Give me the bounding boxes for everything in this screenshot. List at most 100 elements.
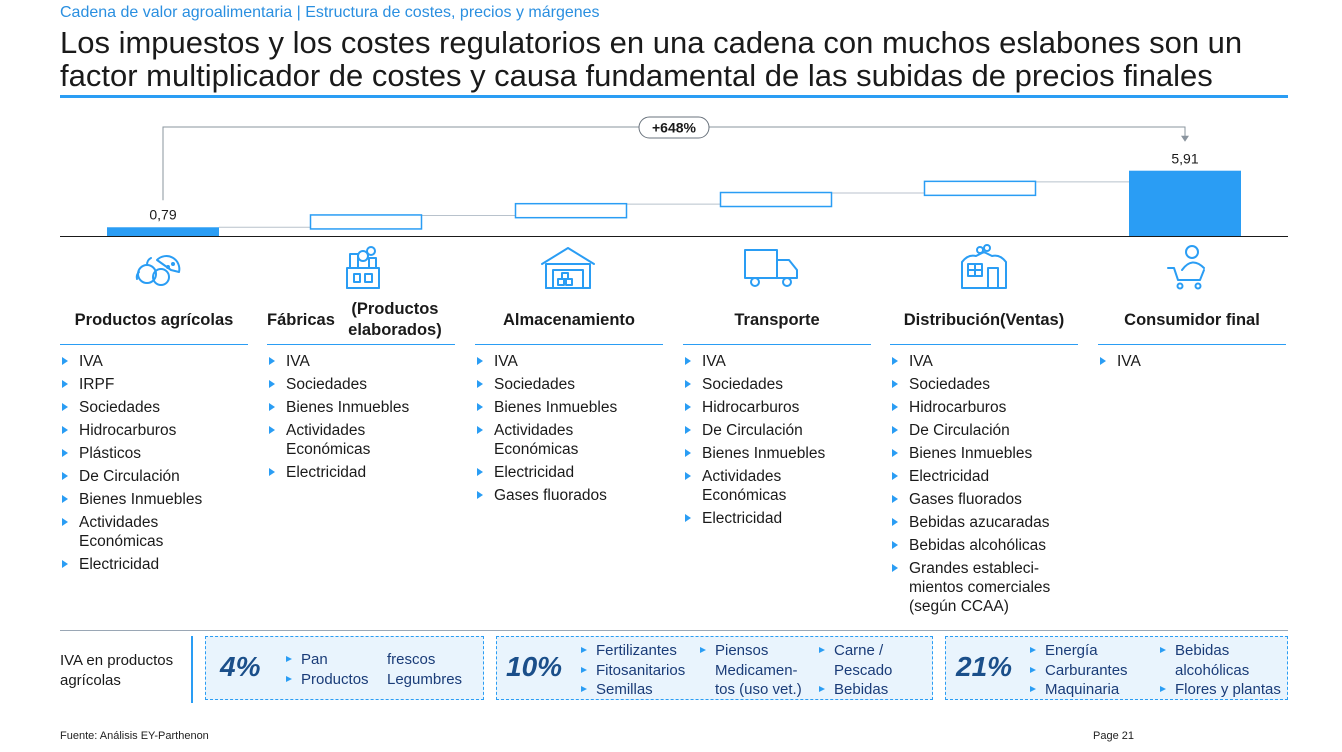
- stage-title-line: Productos agrícolas: [74, 310, 234, 329]
- tax-item: Sociedades: [267, 375, 437, 394]
- bar-step: [514, 202, 628, 219]
- iva-product-item: Pescado: [834, 661, 893, 679]
- iva-product-item: Bebidas: [817, 680, 892, 700]
- growth-bracket-arrow: [1181, 135, 1189, 142]
- tax-item: IVA: [475, 352, 645, 371]
- iva-product-item: Medicamen-: [715, 661, 798, 679]
- tax-item: Electricidad: [683, 509, 853, 528]
- tax-item: Electricidad: [475, 463, 645, 482]
- stage-title-line: (Productos elaborados): [348, 300, 442, 339]
- iva-product-item: Maquinaria: [1028, 680, 1128, 700]
- tax-item: Actividades Económicas: [475, 421, 645, 459]
- tax-item: IRPF: [60, 375, 230, 394]
- section-kicker: Cadena de valor agroalimentaria | Estruc…: [60, 4, 600, 21]
- tax-item: Sociedades: [890, 375, 1065, 394]
- tax-item: Gases fluorados: [890, 490, 1065, 509]
- tax-item: Bienes Inmuebles: [267, 398, 437, 417]
- iva-product-item: Piensos: [698, 641, 802, 661]
- tax-item: De Circulación: [60, 467, 230, 486]
- tax-item: Bienes Inmuebles: [60, 490, 230, 509]
- iva-band-divider: [60, 630, 1288, 631]
- iva-product-list: Bebidas alcohólicas Flores y plantas: [1158, 641, 1281, 700]
- growth-label: +648%: [652, 120, 697, 136]
- iva-product-item: Semillas: [579, 680, 685, 700]
- iva-product-item: Flores y plantas: [1158, 680, 1281, 700]
- tax-list: IVA Sociedades Hidrocarburos De Circulación…: [683, 352, 853, 532]
- iva-product-list: frescos Legumbres: [387, 650, 462, 689]
- iva-group-4pct: 4% Pan Productos frescos Legumbres: [205, 636, 484, 700]
- iva-product-item: Pan: [284, 650, 369, 670]
- tax-item: Bienes Inmuebles: [683, 444, 853, 463]
- tax-list: IVA Sociedades Bienes Inmuebles Actividades…: [475, 352, 645, 509]
- iva-product-item: tos (uso vet.): [715, 681, 802, 698]
- stage-title-line: Transporte: [734, 310, 820, 329]
- tax-item: Electricidad: [60, 555, 230, 574]
- iva-product-item: Bebidas: [1158, 641, 1281, 661]
- tax-item: Actividades Económicas: [683, 467, 853, 505]
- tax-item: Gases fluorados: [475, 486, 645, 505]
- shopping-cart-person-icon: [1160, 242, 1220, 292]
- tax-item: Plásticos: [60, 444, 230, 463]
- iva-product-item: Fitosanitarios: [579, 661, 685, 681]
- bar-end: [1129, 170, 1241, 236]
- iva-group-21pct: 21% Energía Carburantes Maquinaria Bebidas al…: [945, 636, 1288, 700]
- iva-product-item: Carne /: [817, 641, 892, 661]
- tax-item: Bienes Inmuebles: [475, 398, 645, 417]
- stage-title-line: Distribución: [903, 310, 1001, 329]
- bar-start: [107, 227, 219, 236]
- tax-item: IVA: [1098, 352, 1268, 371]
- tax-item: Sociedades: [683, 375, 853, 394]
- stage-title-line: Almacenamiento: [502, 310, 636, 329]
- iva-product-item: frescos: [387, 651, 436, 668]
- tax-item: Sociedades: [60, 398, 230, 417]
- iva-product-list: Fertilizantes Fitosanitarios Semillas: [579, 641, 685, 700]
- bar-step: [719, 191, 833, 208]
- bar-step: [923, 180, 1037, 197]
- tax-item: De Circulación: [890, 421, 1065, 440]
- tax-item: Actividades Económicas: [60, 513, 230, 551]
- tax-item: IVA: [683, 352, 853, 371]
- tax-item: IVA: [60, 352, 230, 371]
- tax-item: Sociedades: [475, 375, 645, 394]
- tax-item: Bebidas azucaradas: [890, 513, 1065, 532]
- tax-list: IVA: [1098, 352, 1268, 375]
- source-note: Fuente: Análisis EY-Parthenon: [60, 730, 209, 742]
- tax-item: IVA: [890, 352, 1065, 371]
- tax-item: Bienes Inmuebles: [890, 444, 1065, 463]
- bar-step: [309, 214, 423, 230]
- stage-title: Transporte: [683, 296, 871, 345]
- factory-products-icon: [333, 242, 393, 292]
- iva-row-label: IVA en productos agrícolas: [60, 652, 174, 689]
- store-icon: [954, 242, 1014, 292]
- stage-title: Almacenamiento: [475, 296, 663, 345]
- iva-label-divider: [191, 636, 193, 703]
- iva-product-item: alcohólicas: [1175, 661, 1250, 679]
- tax-item: Electricidad: [267, 463, 437, 482]
- page-number: Page 21: [1093, 730, 1134, 742]
- iva-product-item: Legumbres: [387, 670, 463, 688]
- stage-title-line: Fábricas: [267, 310, 335, 329]
- iva-product-list: Pan Productos: [284, 650, 369, 689]
- tax-list: IVA IRPF Sociedades Hidrocarburos Plásticos D…: [60, 352, 230, 578]
- stage-title: Distribución (Ventas): [890, 296, 1078, 345]
- stage-title: Fábricas (Productos elaborados): [267, 296, 455, 345]
- title-divider: [60, 95, 1288, 98]
- waterfall-chart: 0,79 5,91 +648%: [60, 116, 1288, 237]
- start-value-label: 0,79: [149, 206, 176, 222]
- tax-item: Hidrocarburos: [60, 421, 230, 440]
- tax-item: IVA: [267, 352, 437, 371]
- growth-bubble: [638, 116, 710, 139]
- tax-list: IVA Sociedades Hidrocarburos De Circulación…: [890, 352, 1065, 620]
- end-value-label: 5,91: [1171, 151, 1198, 167]
- page-title: Los impuestos y los costes regulatorios …: [60, 25, 1243, 93]
- iva-group-10pct: 10% Fertilizantes Fitosanitarios Semillas Pi…: [496, 636, 933, 700]
- tax-item: Bebidas alcohólicas: [890, 536, 1065, 555]
- iva-product-item: Carburantes: [1028, 661, 1128, 681]
- warehouse-icon: [538, 242, 598, 292]
- stage-title-line: Consumidor final: [1124, 310, 1260, 329]
- tax-item: Hidrocarburos: [683, 398, 853, 417]
- iva-product-list: Energía Carburantes Maquinaria: [1028, 641, 1128, 700]
- iva-rate: 10%: [506, 651, 563, 682]
- iva-product-item: Energía: [1028, 641, 1128, 661]
- truck-icon: [741, 242, 801, 292]
